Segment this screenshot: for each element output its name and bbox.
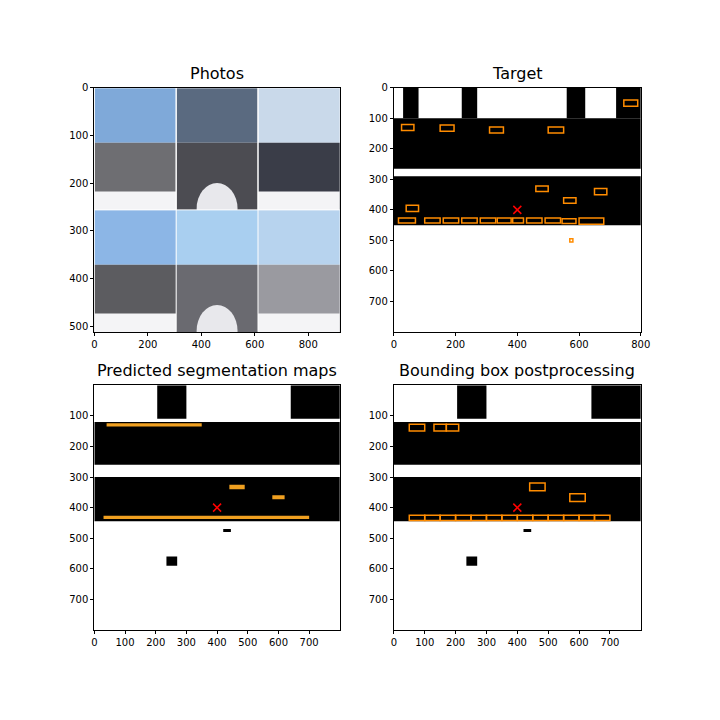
svg-text:400: 400: [192, 339, 211, 350]
svg-text:600: 600: [369, 265, 388, 276]
svg-text:200: 200: [146, 637, 165, 648]
svg-text:200: 200: [138, 339, 157, 350]
svg-text:500: 500: [369, 533, 388, 544]
svg-text:Target: Target: [492, 64, 543, 83]
svg-text:300: 300: [69, 472, 88, 483]
svg-text:400: 400: [508, 637, 527, 648]
svg-text:Photos: Photos: [190, 64, 244, 83]
svg-text:700: 700: [300, 637, 319, 648]
svg-text:400: 400: [69, 273, 88, 284]
svg-text:800: 800: [299, 339, 318, 350]
svg-text:600: 600: [269, 637, 288, 648]
svg-text:300: 300: [369, 472, 388, 483]
svg-text:200: 200: [446, 339, 465, 350]
svg-text:100: 100: [415, 637, 434, 648]
svg-text:400: 400: [208, 637, 227, 648]
svg-text:400: 400: [69, 502, 88, 513]
svg-text:100: 100: [369, 113, 388, 124]
svg-text:0: 0: [91, 637, 97, 648]
svg-text:300: 300: [177, 637, 196, 648]
svg-text:600: 600: [570, 637, 589, 648]
svg-text:200: 200: [69, 441, 88, 452]
svg-text:600: 600: [570, 339, 589, 350]
svg-text:700: 700: [600, 637, 619, 648]
svg-text:200: 200: [446, 637, 465, 648]
svg-text:300: 300: [69, 225, 88, 236]
svg-text:100: 100: [69, 130, 88, 141]
svg-text:500: 500: [539, 637, 558, 648]
svg-text:500: 500: [369, 235, 388, 246]
svg-text:600: 600: [69, 563, 88, 574]
svg-text:600: 600: [245, 339, 264, 350]
svg-text:500: 500: [69, 533, 88, 544]
svg-text:Predicted segmentation maps: Predicted segmentation maps: [97, 361, 337, 380]
svg-text:0: 0: [91, 339, 97, 350]
svg-text:800: 800: [631, 339, 650, 350]
svg-text:0: 0: [391, 637, 397, 648]
svg-text:200: 200: [369, 143, 388, 154]
svg-text:400: 400: [369, 204, 388, 215]
svg-text:400: 400: [508, 339, 527, 350]
svg-text:200: 200: [369, 441, 388, 452]
svg-text:600: 600: [369, 563, 388, 574]
svg-text:300: 300: [369, 174, 388, 185]
svg-text:400: 400: [369, 502, 388, 513]
svg-text:0: 0: [381, 82, 387, 93]
svg-text:100: 100: [69, 410, 88, 421]
svg-text:300: 300: [477, 637, 496, 648]
svg-text:700: 700: [369, 296, 388, 307]
svg-text:500: 500: [238, 637, 257, 648]
svg-text:Bounding box postprocessing: Bounding box postprocessing: [399, 361, 635, 380]
svg-text:0: 0: [82, 82, 88, 93]
svg-text:700: 700: [69, 594, 88, 605]
svg-text:100: 100: [369, 410, 388, 421]
svg-text:200: 200: [69, 178, 88, 189]
svg-text:500: 500: [69, 321, 88, 332]
svg-text:100: 100: [115, 637, 134, 648]
svg-text:0: 0: [391, 339, 397, 350]
svg-text:700: 700: [369, 594, 388, 605]
